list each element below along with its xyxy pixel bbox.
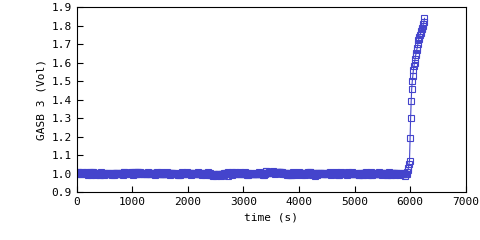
X-axis label: time (s): time (s) [244,212,298,222]
Y-axis label: GASB 3 (Vol): GASB 3 (Vol) [36,59,46,140]
